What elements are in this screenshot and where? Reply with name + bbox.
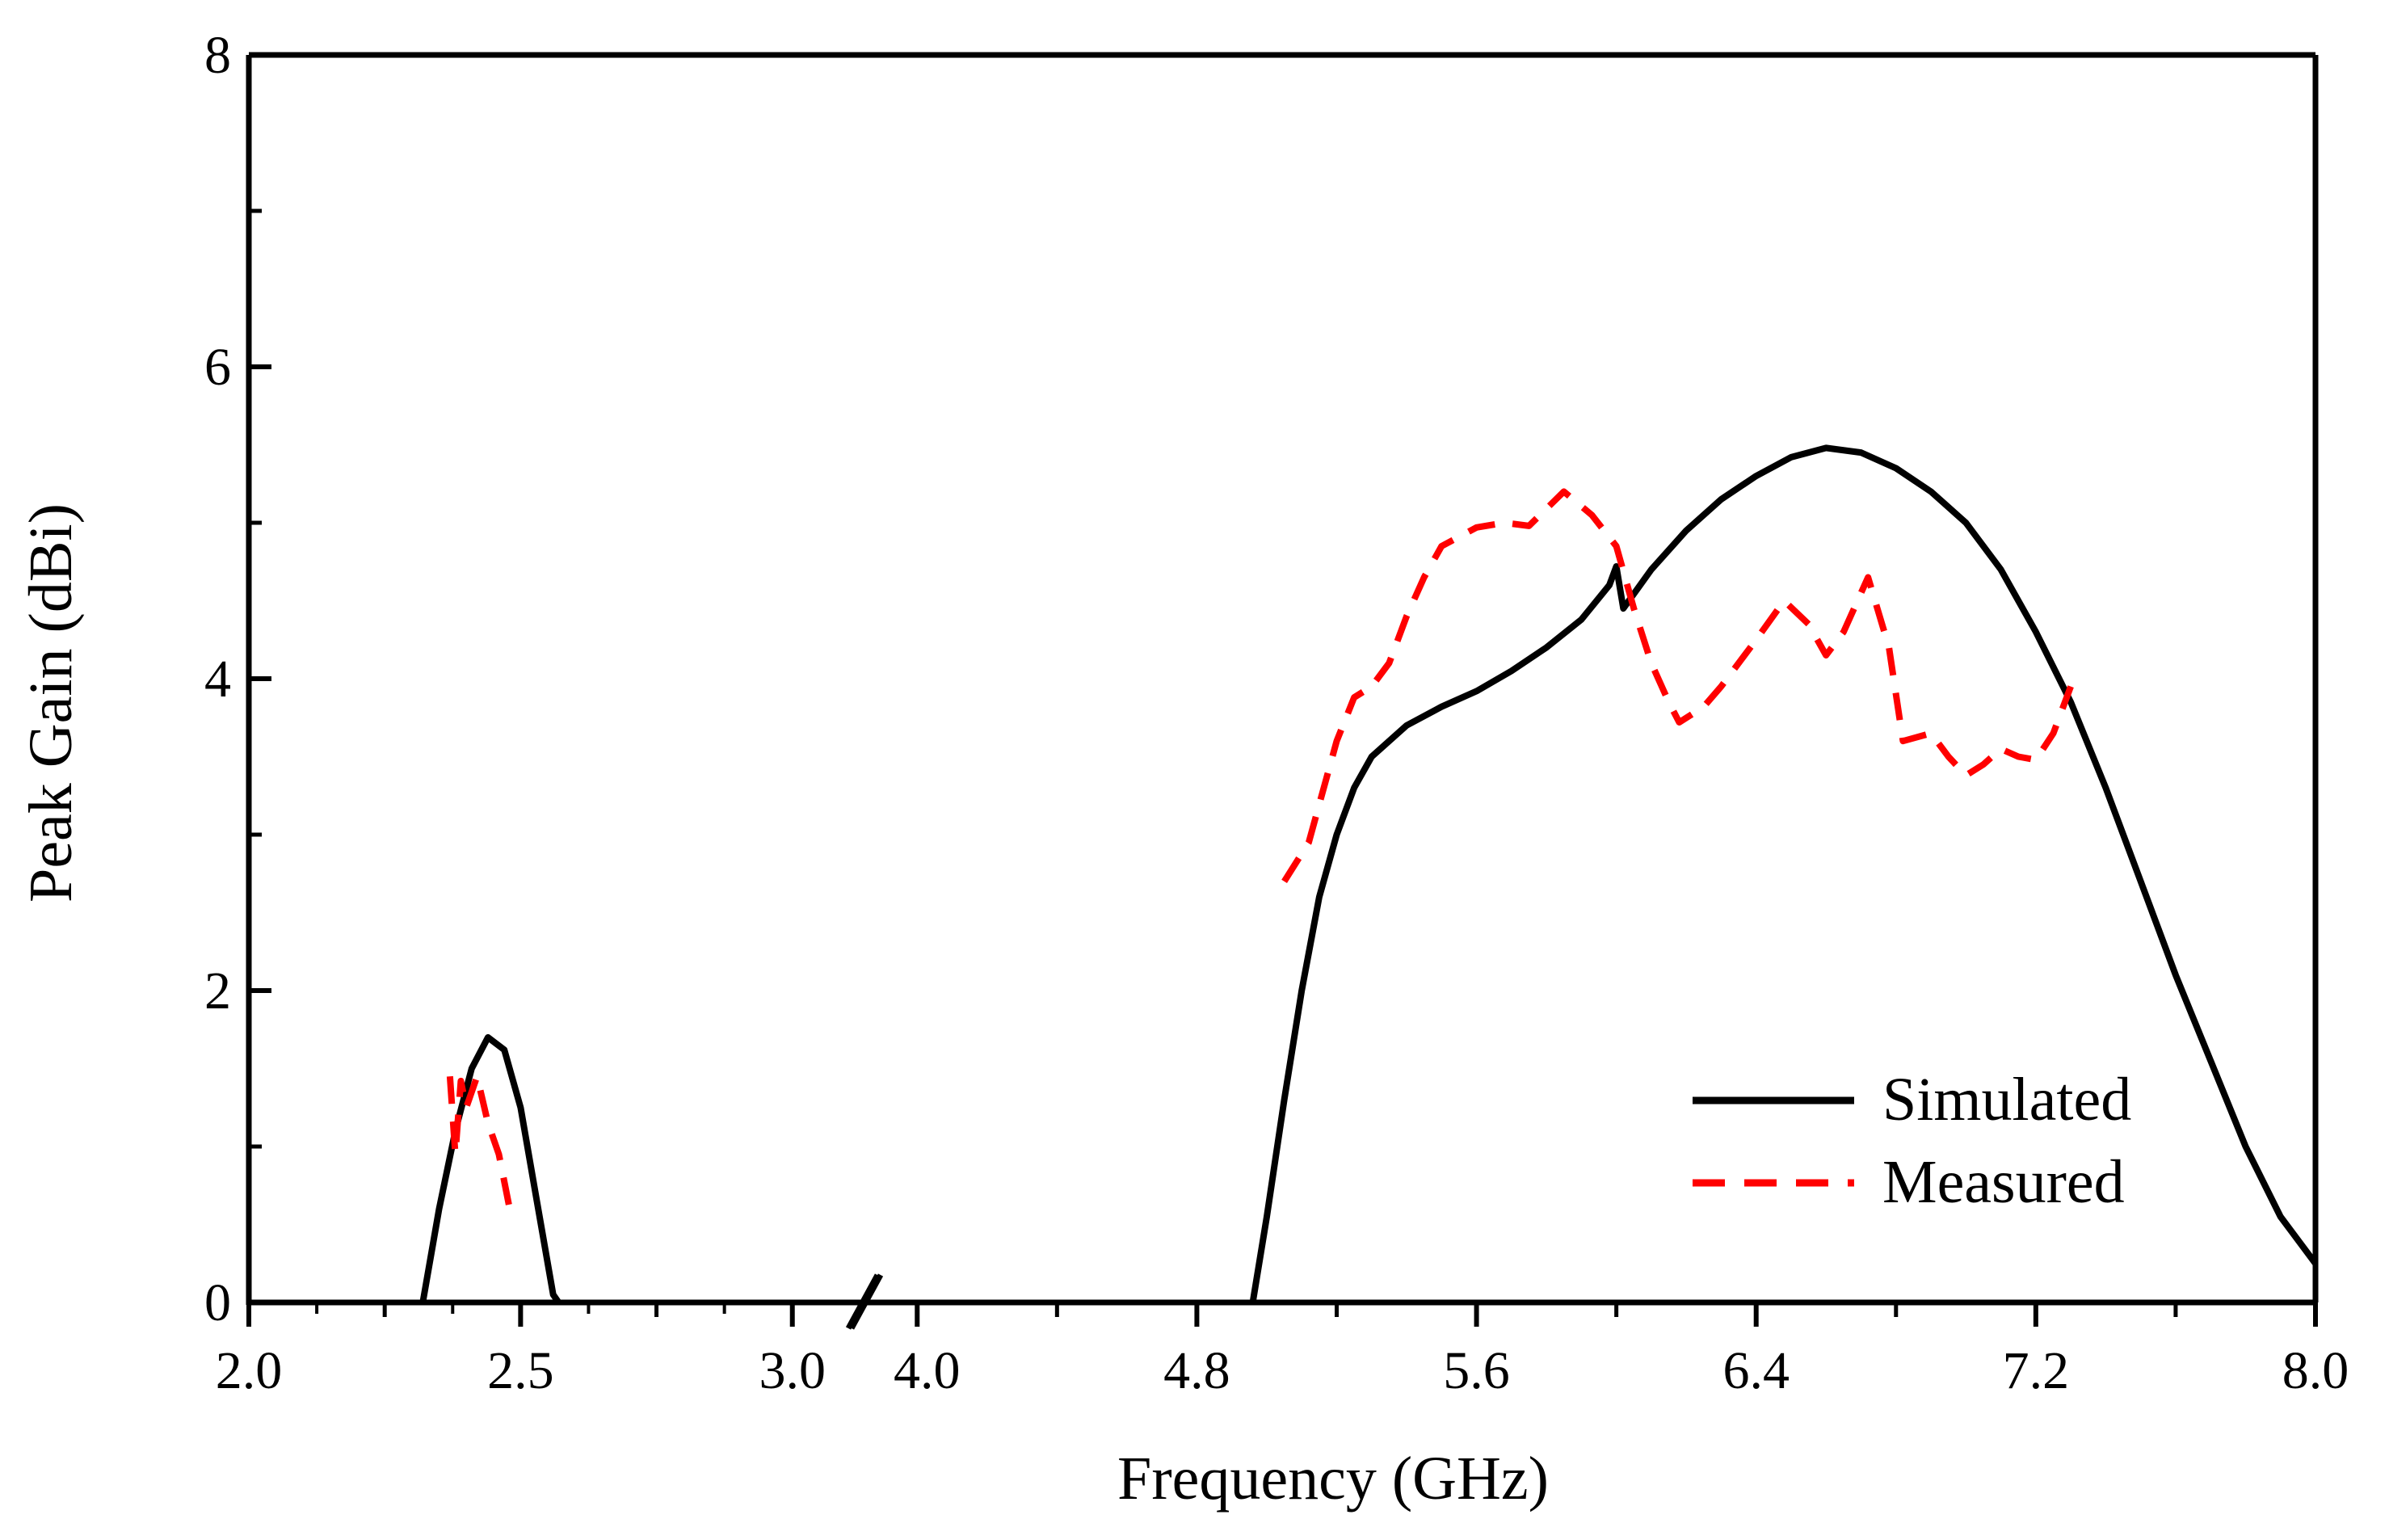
legend: Simulated Measured: [1693, 1066, 2131, 1216]
x-tick-label: 5.6: [1443, 1341, 1510, 1400]
x-tick-label: 4.8: [1163, 1341, 1230, 1400]
x-tick-label: 3.0: [759, 1341, 826, 1400]
x-tick-label: 7.2: [2003, 1341, 2070, 1400]
y-axis-title: Peak Gain (dBi): [17, 503, 85, 903]
measured-line: [446, 1073, 513, 1210]
x-tick-label: 2.0: [216, 1341, 283, 1400]
legend-label-simulated: Simulated: [1882, 1066, 2131, 1134]
y-tick-label: 8: [204, 26, 231, 85]
x-axis-title: Frequency (GHz): [1117, 1445, 1549, 1513]
x-tick-label: 8.0: [2282, 1341, 2349, 1400]
y-tick-label: 2: [204, 961, 231, 1020]
tick-marks: [246, 53, 2318, 1327]
series-layer: [419, 444, 2319, 1305]
x-tick-label: 4.0: [894, 1341, 961, 1400]
plot-frame: [246, 52, 2319, 1330]
legend-label-measured: Measured: [1882, 1148, 2125, 1216]
y-tick-label: 6: [204, 338, 231, 397]
tick-labels: 0 2 4 6 8 2.0 2.5 3.0 4.0 4.8 5.6 6.4 7.2 8.0: [204, 26, 2349, 1400]
axis-break-mark: [845, 1273, 881, 1330]
simulated-line: [1249, 444, 2319, 1303]
y-tick-label: 4: [204, 650, 231, 709]
axis-break-mark: [848, 1273, 884, 1330]
x-tick-label: 2.5: [487, 1341, 554, 1400]
measured-line: [1281, 488, 2074, 884]
x-tick-label: 6.4: [1722, 1341, 1790, 1400]
simulated-line: [419, 1033, 561, 1305]
y-tick-label: 0: [204, 1273, 231, 1332]
